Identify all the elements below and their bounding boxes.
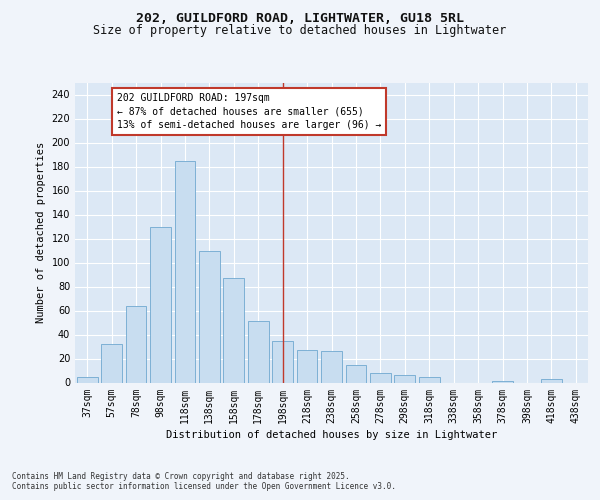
Text: Contains public sector information licensed under the Open Government Licence v3: Contains public sector information licen… <box>12 482 396 491</box>
Bar <box>394 376 415 382</box>
Bar <box>248 322 269 382</box>
Bar <box>321 352 342 382</box>
Bar <box>541 379 562 382</box>
Bar <box>199 250 220 382</box>
Bar <box>175 160 196 382</box>
Bar <box>150 226 171 382</box>
Bar <box>125 306 146 382</box>
Bar <box>346 364 367 382</box>
Text: 202, GUILDFORD ROAD, LIGHTWATER, GU18 5RL: 202, GUILDFORD ROAD, LIGHTWATER, GU18 5R… <box>136 12 464 26</box>
Bar <box>419 376 440 382</box>
Bar <box>101 344 122 383</box>
Bar <box>296 350 317 382</box>
Bar <box>223 278 244 382</box>
Bar <box>370 373 391 382</box>
X-axis label: Distribution of detached houses by size in Lightwater: Distribution of detached houses by size … <box>166 430 497 440</box>
Text: Size of property relative to detached houses in Lightwater: Size of property relative to detached ho… <box>94 24 506 37</box>
Bar <box>272 340 293 382</box>
Text: 202 GUILDFORD ROAD: 197sqm
← 87% of detached houses are smaller (655)
13% of sem: 202 GUILDFORD ROAD: 197sqm ← 87% of deta… <box>116 94 381 130</box>
Y-axis label: Number of detached properties: Number of detached properties <box>36 142 46 323</box>
Text: Contains HM Land Registry data © Crown copyright and database right 2025.: Contains HM Land Registry data © Crown c… <box>12 472 350 481</box>
Bar <box>77 376 98 382</box>
